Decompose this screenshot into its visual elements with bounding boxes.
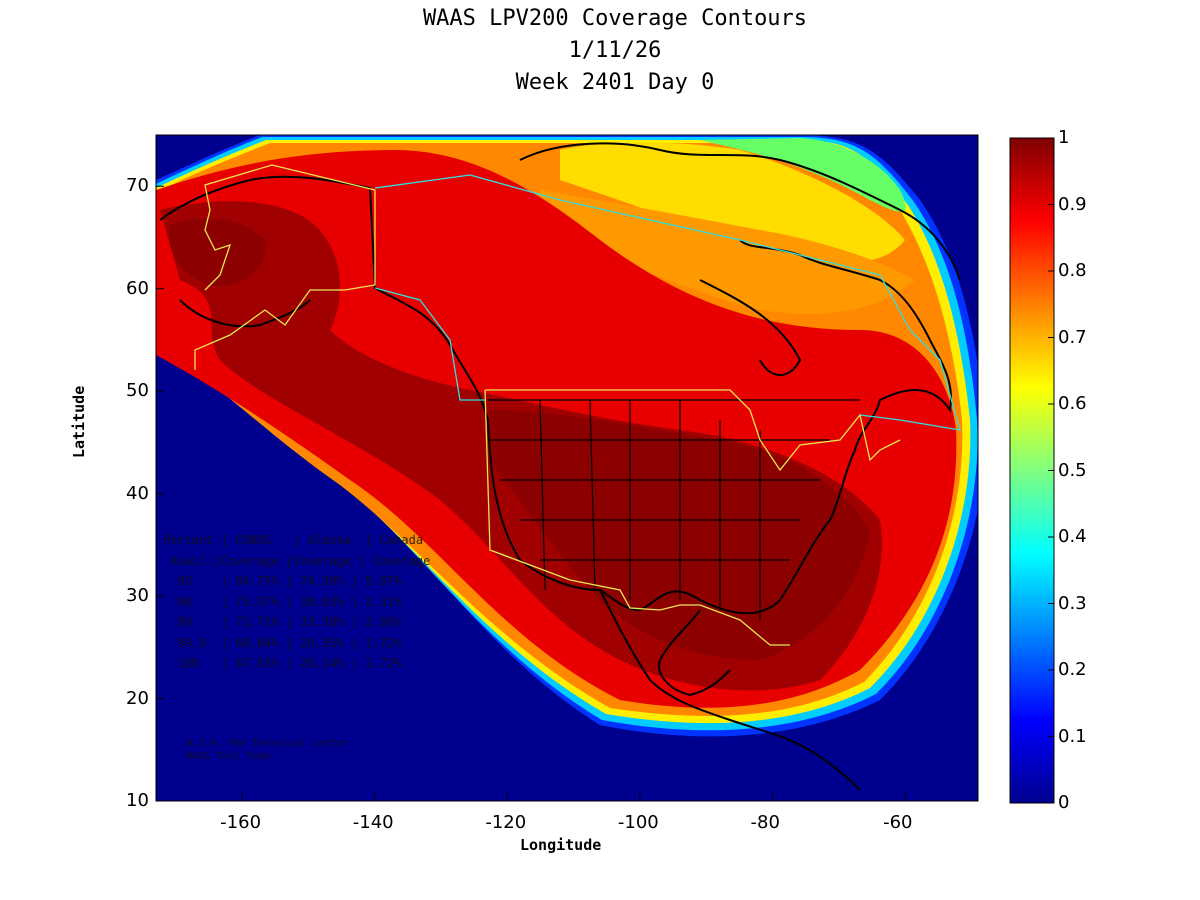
stats-row: 95 | 84.75% | 74.30% | 5.87% — [163, 574, 402, 588]
credit-text: W.J.H. FAA Technical Center WAAS Test Te… — [186, 737, 349, 763]
colorbar-tick-label: 0.6 — [1058, 393, 1087, 414]
chart-title-line1: WAAS LPV200 Coverage Contours — [422, 6, 808, 31]
fir-boundary — [194, 164, 901, 646]
x-tick-label: -120 — [485, 812, 527, 833]
colorbar-tick-label: 0.4 — [1058, 526, 1087, 547]
state-borders — [488, 399, 860, 620]
colorbar-tick-label: 0.1 — [1058, 725, 1087, 747]
x-tick-label: -80 — [750, 812, 780, 833]
y-tick-label: 50 — [126, 380, 149, 402]
credit-line2: WAAS Test Team — [186, 751, 271, 762]
colorbar-tick-label: 1 — [1058, 127, 1070, 148]
stats-header-1: Percent | CONUS | Alaska | Canada — [163, 533, 424, 547]
fir-boundary-canada — [374, 174, 961, 431]
contour-canada-orange — [520, 190, 915, 314]
chart-title-line3: Week 2401 Day 0 — [515, 70, 715, 95]
y-axis-label: Latitude — [70, 385, 88, 458]
stats-row: 99.9 | 68.04% | 28.35% | 1.72% — [163, 635, 402, 650]
stats-row: 99 | 71.71% | 33.38% | 2.06% — [163, 615, 402, 629]
colorbar — [1009, 137, 1055, 804]
x-tick-marks — [241, 793, 906, 801]
coverage-stats-table: Percent | CONUS | Alaska | Canada Avail.… — [163, 530, 430, 674]
credit-line1: W.J.H. FAA Technical Center — [186, 738, 349, 749]
y-tick-marks — [156, 185, 164, 802]
x-tick-label: -100 — [617, 812, 659, 833]
coastlines — [159, 142, 961, 791]
colorbar-tick-label: 0 — [1058, 792, 1070, 813]
y-tick-label: 20 — [126, 687, 149, 709]
colorbar-tick-marks — [1048, 137, 1054, 804]
x-tick-label: -60 — [883, 812, 913, 833]
y-tick-label: 60 — [126, 277, 149, 299]
y-tick-label: 30 — [126, 585, 149, 607]
colorbar-tick-label: 0.3 — [1058, 592, 1087, 614]
contour-arctic-mid — [560, 142, 905, 262]
stats-row: 100 | 67.63% | 28.14% | 1.72% — [163, 656, 402, 670]
colorbar-tick-label: 0.8 — [1058, 260, 1087, 281]
colorbar-tick-label: 0.9 — [1058, 193, 1087, 215]
x-axis-label: Longitude — [520, 836, 602, 854]
stats-row: 98 | 73.97% | 38.03% | 2.31% — [163, 594, 402, 609]
contour-band-1.0-core — [169, 218, 870, 660]
x-tick-label: -160 — [220, 812, 262, 833]
y-tick-label: 40 — [126, 482, 149, 504]
stats-header-2: Avail.|Coverage |Coverage | Coverage — [163, 553, 431, 568]
colorbar-tick-label: 0.5 — [1058, 459, 1087, 481]
colorbar-tick-label: 0.2 — [1058, 659, 1087, 680]
y-tick-label: 10 — [126, 790, 149, 811]
x-tick-label: -140 — [352, 812, 394, 833]
contour-arctic-low — [700, 138, 906, 212]
colorbar-tick-label: 0.7 — [1058, 326, 1087, 348]
y-tick-label: 70 — [126, 175, 149, 197]
chart-title-line2: 1/11/26 — [568, 38, 662, 63]
plot-frame — [155, 134, 979, 802]
coverage-contours — [156, 135, 978, 801]
